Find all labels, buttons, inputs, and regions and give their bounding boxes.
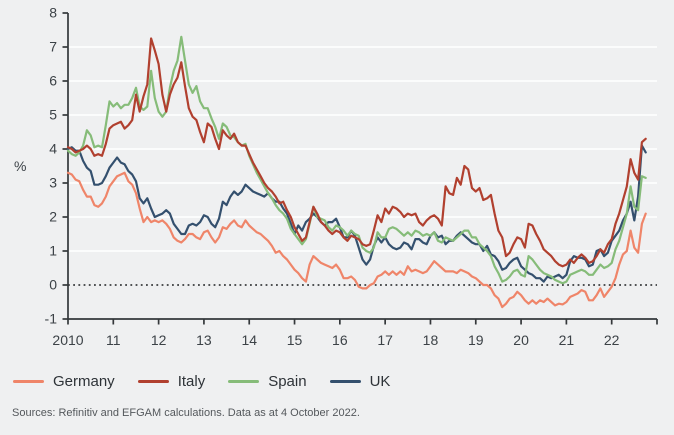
legend-item-spain: Spain [228, 373, 307, 390]
x-axis-tick-label: 13 [196, 332, 212, 348]
legend-item-germany: Germany [13, 373, 115, 390]
x-axis-tick-label: 12 [151, 332, 167, 348]
y-axis-tick-label: 7 [49, 39, 57, 55]
series-line-uk [66, 144, 647, 283]
x-axis-tick-label: 16 [332, 332, 348, 348]
x-axis-tick-label: 11 [106, 332, 121, 348]
x-axis-tick-label: 18 [423, 332, 439, 348]
x-axis-tick-label: 21 [559, 332, 575, 348]
legend-swatch-uk [329, 380, 361, 383]
y-axis-tick-label: 6 [49, 73, 57, 89]
source-note: Sources: Refinitiv and EFGAM calculation… [12, 407, 360, 419]
legend-label-germany: Germany [53, 373, 115, 390]
series-line-germany [66, 171, 647, 309]
x-axis-tick-label: 17 [377, 332, 393, 348]
legend-swatch-germany [13, 380, 44, 383]
y-axis-tick-label: 8 [49, 5, 57, 21]
x-axis-tick-label: 19 [468, 332, 484, 348]
x-axis-tick-label: 20 [513, 332, 529, 348]
y-axis-tick-label: 2 [49, 209, 57, 225]
legend: Germany Italy Spain UK [13, 373, 390, 390]
legend-label-italy: Italy [177, 373, 206, 390]
y-axis-tick-label: 5 [49, 107, 57, 123]
y-axis-tick-label: 3 [49, 175, 57, 191]
series-line-spain [66, 35, 647, 285]
y-axis-tick-label: 1 [49, 243, 57, 259]
y-axis-unit-label: % [14, 158, 27, 174]
legend-item-italy: Italy [137, 373, 206, 390]
y-axis-tick-label: 0 [49, 277, 57, 293]
x-axis-tick-label: 15 [287, 332, 303, 348]
legend-label-uk: UK [369, 373, 391, 390]
legend-item-uk: UK [329, 373, 391, 390]
legend-label-spain: Spain [268, 373, 307, 390]
x-axis-tick-label: 14 [241, 332, 257, 348]
y-axis-tick-label: 4 [49, 141, 57, 157]
x-axis-tick-label: 2010 [52, 332, 83, 348]
y-axis-tick-label: -1 [45, 311, 58, 327]
legend-swatch-italy [137, 380, 169, 383]
series-line-italy [66, 37, 647, 268]
x-axis-tick-label: 22 [604, 332, 620, 348]
legend-swatch-spain [228, 380, 260, 383]
